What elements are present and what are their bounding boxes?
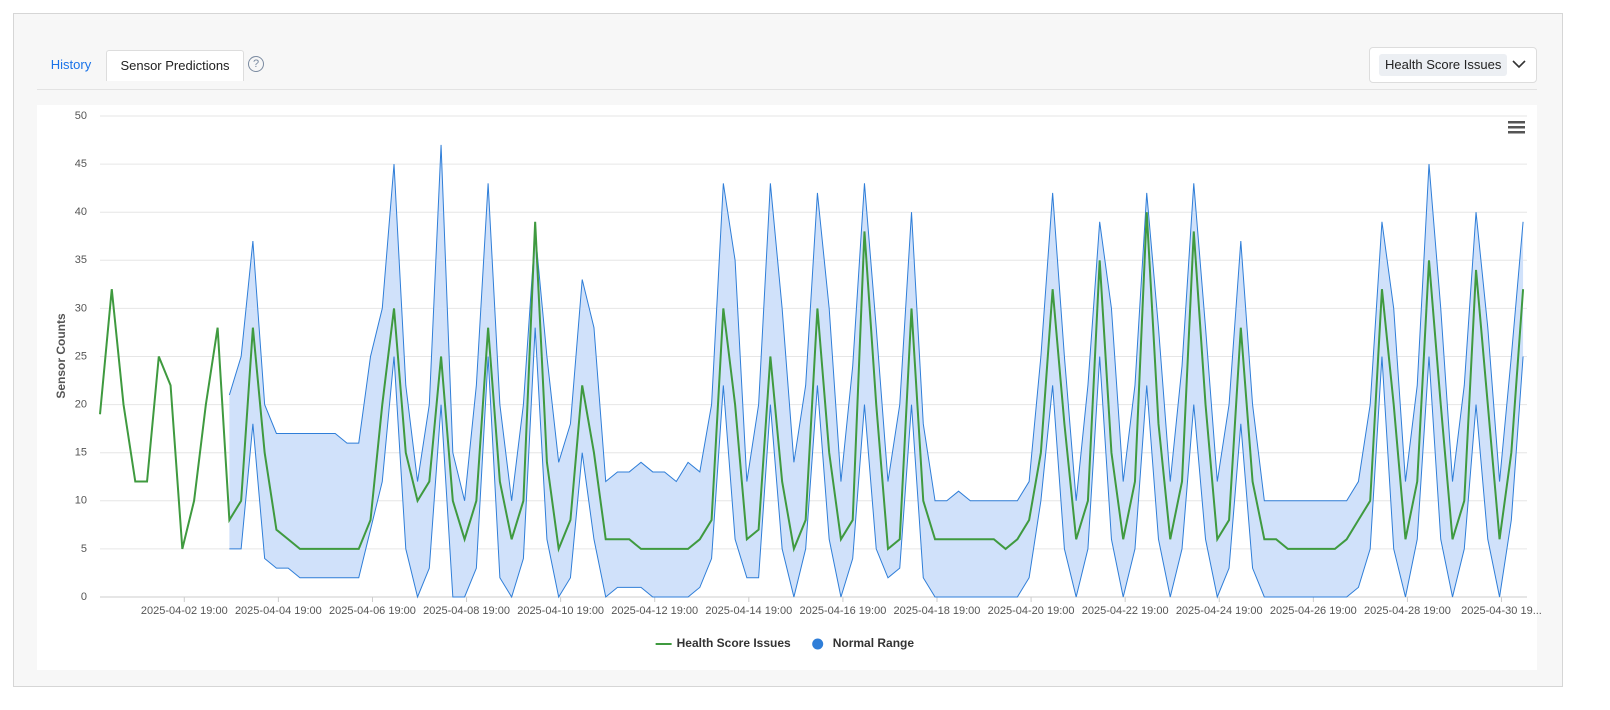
help-icon[interactable]: ? xyxy=(248,56,264,72)
tab-divider xyxy=(37,89,1537,90)
x-tick-label: 2025-04-22 19:00 xyxy=(1082,605,1169,617)
y-tick-label: 15 xyxy=(75,447,87,459)
x-tick-label: 2025-04-20 19:00 xyxy=(988,605,1075,617)
x-tick-label: 2025-04-02 19:00 xyxy=(141,605,228,617)
y-tick-label: 10 xyxy=(75,495,87,507)
x-tick-label: 2025-04-08 19:00 xyxy=(423,605,510,617)
series-selector[interactable]: Health Score Issues xyxy=(1369,47,1537,83)
x-tick-label: 2025-04-30 19... xyxy=(1461,605,1542,617)
x-tick-label: 2025-04-04 19:00 xyxy=(235,605,322,617)
legend-symbol xyxy=(812,638,824,650)
x-tick-label: 2025-04-18 19:00 xyxy=(894,605,981,617)
range-high-line xyxy=(228,144,1524,502)
y-tick-label: 45 xyxy=(75,158,87,170)
y-tick-label: 20 xyxy=(75,399,87,411)
series-line xyxy=(99,212,1525,553)
x-tick-label: 2025-04-10 19:00 xyxy=(517,605,604,617)
x-tick-label: 2025-04-14 19:00 xyxy=(705,605,792,617)
predictions-tab[interactable]: Sensor Predictions xyxy=(106,50,244,81)
y-tick-label: 5 xyxy=(81,543,87,555)
y-axis-title: Sensor Counts xyxy=(54,313,68,399)
range-low-line xyxy=(229,327,1524,599)
legend: Health Score Issues Normal Range xyxy=(655,636,915,650)
menu-icon[interactable] xyxy=(1508,121,1525,134)
y-tick-label: 35 xyxy=(75,254,87,266)
y-tick-label: 0 xyxy=(81,591,87,603)
x-tick-label: 2025-04-06 19:00 xyxy=(329,605,416,617)
y-tick-label: 30 xyxy=(75,302,87,314)
x-tick-label: 2025-04-24 19:00 xyxy=(1176,605,1263,617)
legend-label: Normal Range xyxy=(833,636,915,650)
history-tab[interactable]: History xyxy=(50,57,92,72)
x-tick-label: 2025-04-28 19:00 xyxy=(1364,605,1451,617)
y-tick-label: 50 xyxy=(75,110,87,122)
legend-label: Health Score Issues xyxy=(677,636,791,650)
x-tick-label: 2025-04-12 19:00 xyxy=(611,605,698,617)
chevron xyxy=(1512,60,1526,69)
x-tick-label: 2025-04-16 19:00 xyxy=(799,605,886,617)
x-tick-label: 2025-04-26 19:00 xyxy=(1270,605,1357,617)
selector-value: Health Score Issues xyxy=(1379,54,1508,76)
y-tick-label: 40 xyxy=(75,206,87,218)
y-tick-label: 25 xyxy=(75,350,87,362)
